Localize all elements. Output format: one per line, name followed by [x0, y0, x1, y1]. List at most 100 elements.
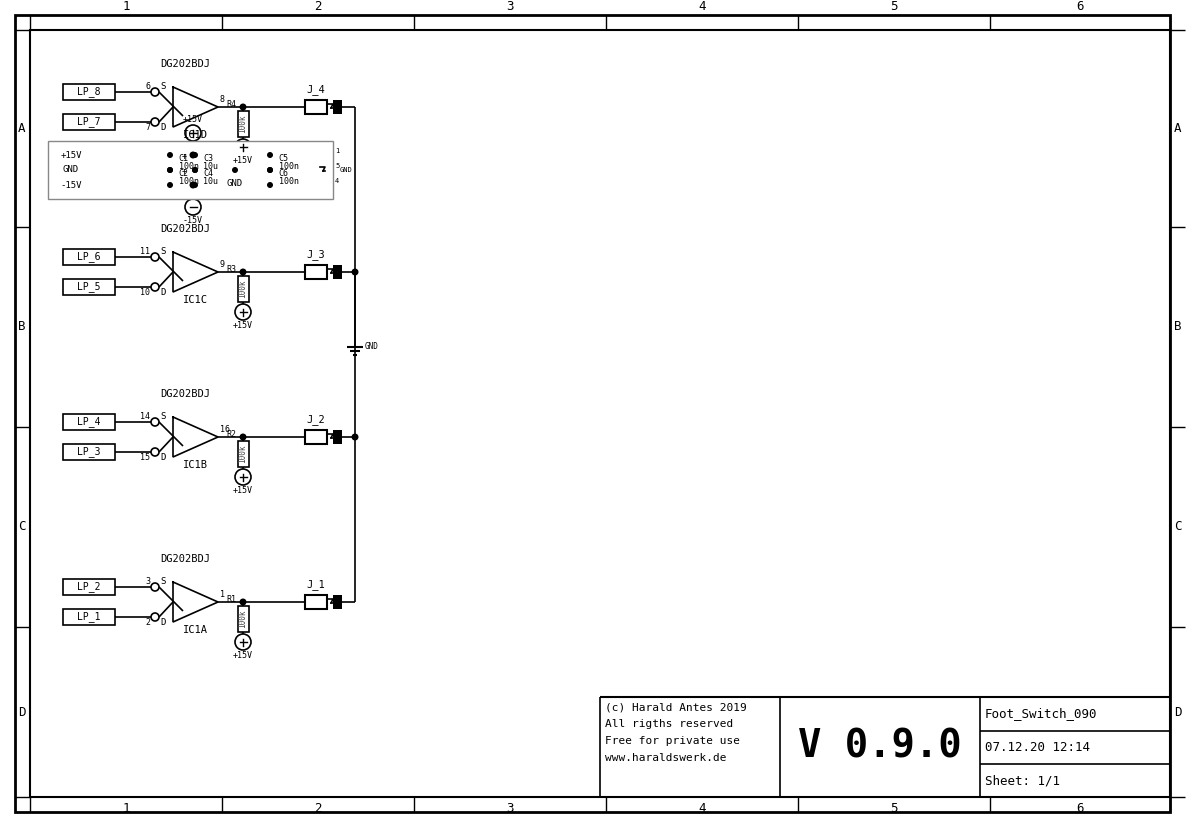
Text: Sheet: 1/1: Sheet: 1/1: [985, 774, 1060, 787]
Text: -15V: -15V: [60, 180, 82, 189]
Circle shape: [240, 269, 246, 275]
Text: -15V: -15V: [182, 216, 203, 225]
Text: LP_8: LP_8: [77, 87, 101, 98]
Text: C6: C6: [278, 169, 288, 178]
Text: 100n: 100n: [179, 177, 198, 186]
Text: 10u: 10u: [204, 162, 218, 171]
Text: 2: 2: [145, 618, 150, 627]
Bar: [52, 163, 90, 177]
Text: S: S: [160, 247, 166, 256]
Text: LP_1: LP_1: [77, 611, 101, 623]
Text: B: B: [18, 321, 25, 333]
Text: IC1D: IC1D: [182, 130, 208, 140]
Text: 6: 6: [1076, 802, 1084, 815]
Text: 5: 5: [890, 1, 898, 13]
Circle shape: [151, 613, 158, 621]
Bar: [334, 595, 342, 609]
Bar: [334, 100, 342, 114]
Circle shape: [151, 448, 158, 456]
Text: 8: 8: [220, 95, 226, 104]
Circle shape: [235, 634, 251, 650]
Text: 1: 1: [122, 802, 130, 815]
Bar: [305, 265, 326, 279]
Bar: [64, 579, 115, 595]
Bar: [48, 141, 334, 199]
Text: LP_2: LP_2: [77, 581, 101, 592]
Text: 10u: 10u: [204, 177, 218, 186]
Text: +15V: +15V: [233, 651, 253, 660]
Circle shape: [192, 182, 198, 188]
Text: GND: GND: [227, 179, 244, 189]
Text: GND: GND: [340, 167, 353, 173]
Circle shape: [240, 599, 246, 605]
Text: +15V: +15V: [233, 156, 253, 165]
Text: S: S: [160, 412, 166, 421]
Circle shape: [167, 152, 173, 158]
Text: GND: GND: [365, 342, 379, 351]
Circle shape: [185, 125, 202, 141]
Text: DG202BDJ: DG202BDJ: [160, 554, 210, 564]
Text: 3: 3: [506, 1, 514, 13]
Text: 11: 11: [140, 247, 150, 256]
Text: C1: C1: [179, 154, 188, 163]
Text: 10: 10: [140, 288, 150, 297]
Text: 3: 3: [506, 802, 514, 815]
Bar: [305, 100, 326, 114]
Bar: [238, 606, 248, 632]
Circle shape: [266, 167, 274, 173]
Text: 5: 5: [890, 802, 898, 815]
Text: 1: 1: [220, 590, 226, 599]
Bar: [64, 414, 115, 430]
Text: S: S: [160, 82, 166, 91]
Bar: [334, 430, 342, 444]
Circle shape: [151, 283, 158, 291]
Circle shape: [185, 199, 202, 215]
Text: J_3: J_3: [307, 249, 325, 260]
Text: J_4: J_4: [307, 84, 325, 95]
Text: 6: 6: [1076, 1, 1084, 13]
Circle shape: [232, 167, 238, 173]
Bar: [300, 163, 320, 177]
Text: C: C: [18, 520, 25, 533]
Text: DG202BDJ: DG202BDJ: [160, 389, 210, 399]
Circle shape: [151, 253, 158, 261]
Text: 100n: 100n: [278, 177, 299, 186]
Text: 2: 2: [314, 802, 322, 815]
Circle shape: [240, 433, 246, 441]
Text: +15V: +15V: [60, 151, 82, 160]
Circle shape: [240, 103, 246, 111]
Text: 4: 4: [698, 1, 706, 13]
Text: J_2: J_2: [307, 414, 325, 425]
Circle shape: [167, 167, 173, 173]
Text: 100k: 100k: [239, 609, 247, 629]
Text: DG202BDJ: DG202BDJ: [160, 224, 210, 234]
Bar: [64, 609, 115, 625]
Circle shape: [235, 469, 251, 485]
Text: 100n: 100n: [179, 162, 198, 171]
Text: DG202BDJ: DG202BDJ: [160, 59, 210, 69]
Circle shape: [167, 167, 173, 173]
Bar: [238, 111, 248, 137]
Circle shape: [151, 118, 158, 126]
Text: D: D: [160, 453, 166, 462]
Text: IC1B: IC1B: [182, 460, 208, 470]
Text: 100k: 100k: [239, 280, 247, 299]
Circle shape: [192, 167, 198, 173]
Circle shape: [190, 181, 197, 189]
Text: S: S: [160, 577, 166, 586]
Bar: [64, 249, 115, 265]
Text: D: D: [160, 123, 166, 132]
Text: 6: 6: [145, 82, 150, 91]
Circle shape: [167, 182, 173, 188]
Bar: [238, 276, 248, 302]
Text: R3: R3: [227, 265, 236, 274]
Text: R4: R4: [227, 100, 236, 109]
Circle shape: [151, 583, 158, 591]
Text: LP_6: LP_6: [77, 251, 101, 262]
Bar: [64, 114, 115, 130]
Circle shape: [151, 418, 158, 426]
Text: C: C: [1175, 520, 1182, 533]
Circle shape: [352, 269, 359, 275]
Circle shape: [235, 139, 251, 155]
Text: All rigths reserved: All rigths reserved: [605, 719, 733, 729]
